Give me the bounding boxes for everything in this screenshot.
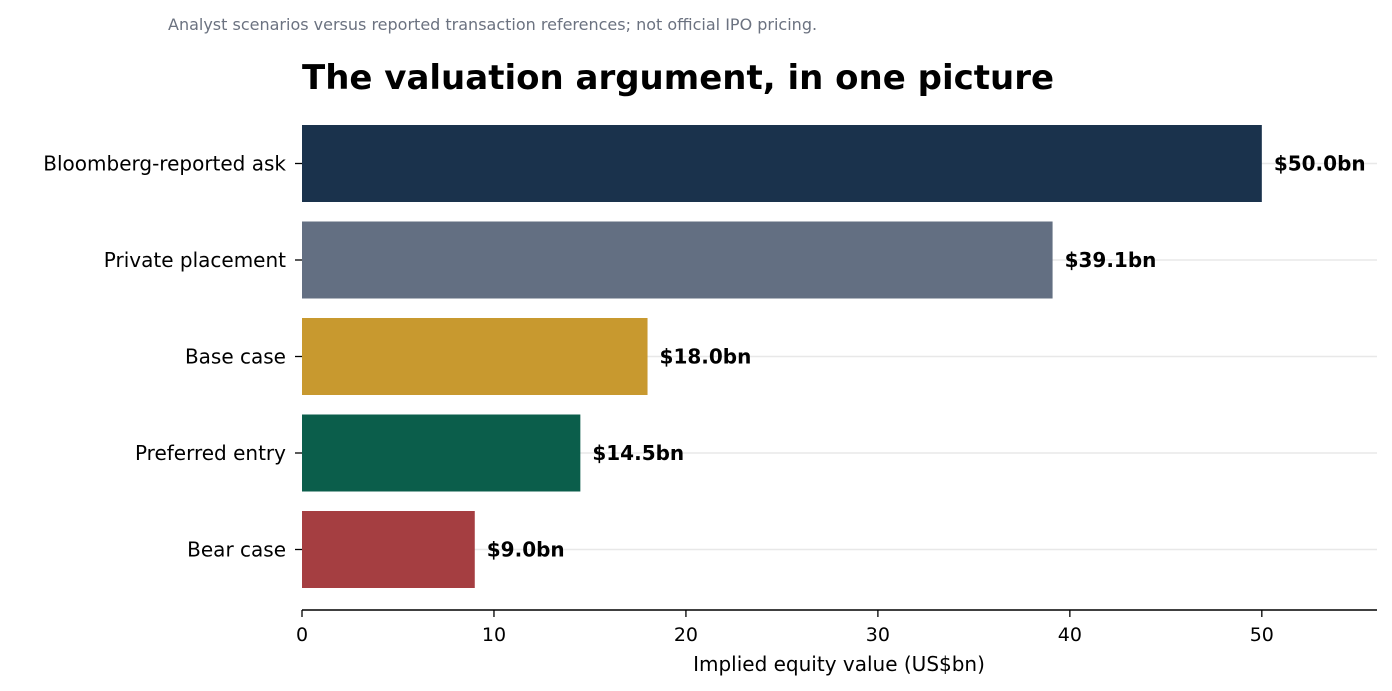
x-axis: 0 10 20 30 40 50 <box>296 609 1377 646</box>
x-tick-label: 50 <box>1250 624 1274 646</box>
bar <box>302 318 648 395</box>
x-axis-label: Implied equity value (US$bn) <box>693 652 985 676</box>
category-label: Preferred entry <box>135 441 286 465</box>
category-label: Base case <box>185 345 286 369</box>
bar <box>302 511 475 588</box>
chart-note: Analyst scenarios versus reported transa… <box>168 15 817 34</box>
x-tick-label: 0 <box>296 624 308 646</box>
category-label: Bloomberg-reported ask <box>43 152 286 176</box>
category-axis: Bloomberg-reported ask Private placement B… <box>43 152 302 562</box>
bar <box>302 125 1262 202</box>
chart-title: The valuation argument, in one picture <box>302 58 1054 98</box>
bar <box>302 414 581 492</box>
data-label: $9.0bn <box>487 538 565 562</box>
category-label: Bear case <box>187 538 286 562</box>
data-label: $14.5bn <box>592 441 684 465</box>
bars <box>302 125 1262 588</box>
category-label: Private placement <box>104 248 286 272</box>
x-tick-label: 40 <box>1058 624 1082 646</box>
x-tick-label: 20 <box>674 624 698 646</box>
x-tick-label: 30 <box>866 624 890 646</box>
data-labels: $50.0bn $39.1bn $18.0bn $14.5bn $9.0bn <box>487 152 1366 562</box>
data-label: $39.1bn <box>1065 248 1157 272</box>
x-tick-label: 10 <box>482 624 506 646</box>
data-label: $50.0bn <box>1274 152 1366 176</box>
data-label: $18.0bn <box>660 345 752 369</box>
bar <box>302 221 1053 299</box>
